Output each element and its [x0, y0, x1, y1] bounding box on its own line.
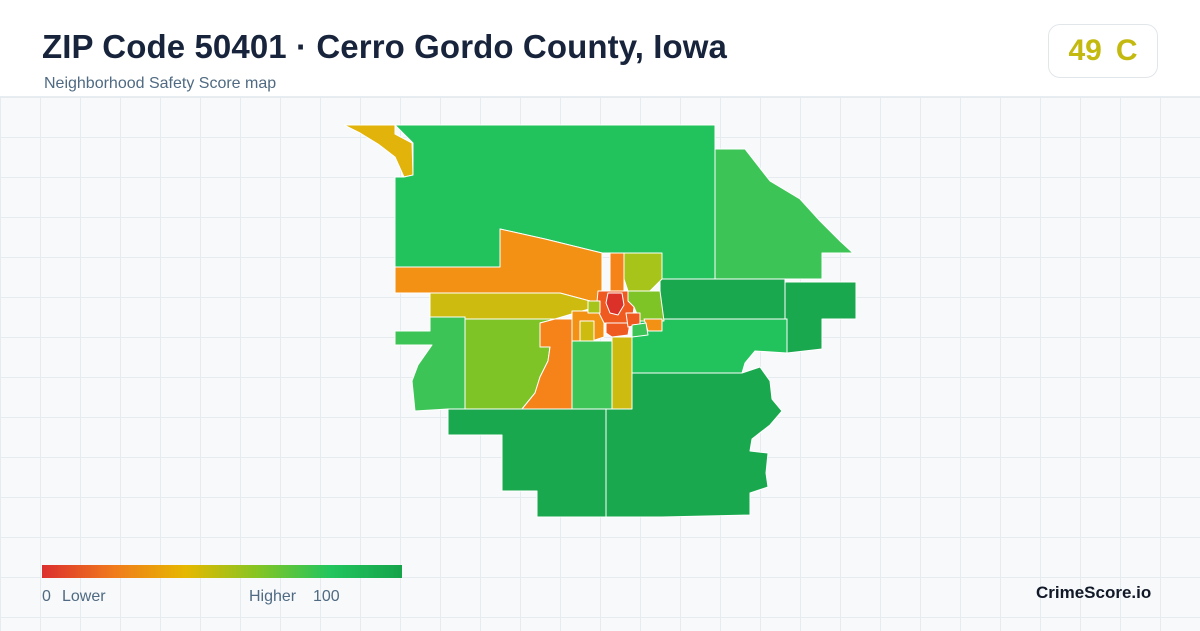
map-region[interactable]	[623, 252, 663, 292]
map-region[interactable]	[605, 366, 783, 518]
legend-low-label: Lower	[62, 588, 106, 605]
score-grade: C	[1115, 34, 1138, 67]
brand-logo-text[interactable]: CrimeScore.io	[1036, 583, 1152, 602]
map-region[interactable]	[659, 278, 786, 320]
map-region[interactable]	[394, 316, 466, 412]
map-area[interactable]	[0, 96, 1200, 631]
map-region[interactable]	[605, 322, 631, 338]
header: ZIP Code 50401 · Cerro Gordo County, Iow…	[0, 0, 1200, 96]
zip-map[interactable]	[0, 97, 1200, 631]
page-title: ZIP Code 50401 · Cerro Gordo County, Iow…	[42, 28, 727, 65]
map-region[interactable]	[784, 281, 857, 354]
map-region[interactable]	[571, 340, 613, 410]
score-value: 49	[1068, 34, 1102, 67]
map-region[interactable]	[587, 300, 601, 314]
map-region[interactable]	[447, 408, 607, 518]
score-badge: 49 C	[1048, 24, 1158, 78]
map-region[interactable]	[609, 252, 625, 292]
map-region[interactable]	[605, 292, 625, 316]
map-region[interactable]	[631, 322, 649, 338]
page-subtitle: Neighborhood Safety Score map	[44, 75, 277, 92]
legend-high-value: 100	[313, 588, 340, 605]
legend-gradient-bar	[42, 565, 402, 578]
map-region[interactable]	[611, 336, 633, 410]
map-region[interactable]	[579, 320, 595, 342]
legend-low-value: 0	[42, 588, 51, 605]
legend-high-label: Higher	[249, 588, 297, 605]
map-region[interactable]	[714, 148, 854, 280]
